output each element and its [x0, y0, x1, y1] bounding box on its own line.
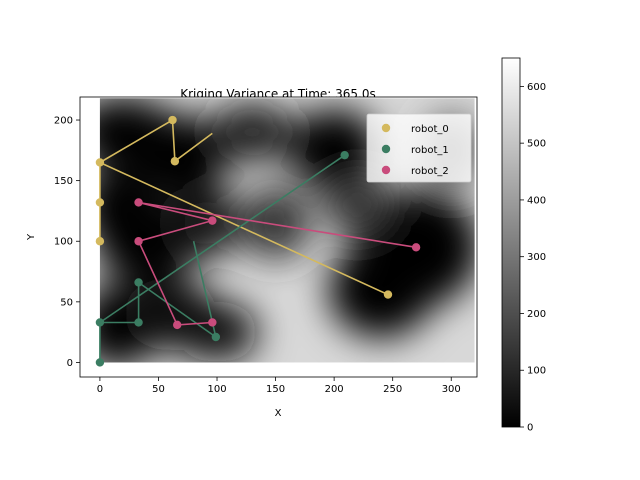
- colorbar-gradient: [501, 57, 521, 428]
- x-tick-label: 300: [442, 384, 461, 395]
- plot-frame: [79, 96, 478, 378]
- robot_0-point: [95, 158, 105, 167]
- robot_1-path: [99, 154, 346, 363]
- legend-label-robot_0: robot_0: [411, 124, 449, 135]
- colorbar-tick-label: 0: [527, 423, 533, 434]
- colorbar-tick-label: 200: [527, 309, 546, 320]
- x-tick-label: 50: [152, 384, 165, 395]
- colorbar: 0 100 200 300 400 500 600: [501, 57, 546, 434]
- robot_0-point: [95, 237, 105, 246]
- robot_1-point: [134, 318, 143, 327]
- x-tick-label: 200: [325, 384, 344, 395]
- robot_0-point: [168, 115, 177, 125]
- robot_1-point: [95, 318, 105, 327]
- y-tick-label: 0: [67, 358, 73, 369]
- robot_2-point: [134, 198, 143, 207]
- x-tick-label: 150: [266, 384, 285, 395]
- robot_0-point: [383, 290, 393, 299]
- robot_2-point: [208, 318, 217, 327]
- y-tick-label: 150: [54, 176, 73, 187]
- legend-label-robot_2: robot_2: [411, 166, 449, 177]
- robot_0-point: [95, 198, 105, 207]
- legend: robot_0 robot_1 robot_2: [366, 113, 472, 183]
- x-axis-label: X: [275, 408, 282, 419]
- robot_0-point: [170, 157, 180, 166]
- colorbar-tick-label: 300: [527, 252, 546, 263]
- plot-area: [79, 96, 478, 378]
- robot_2-point: [208, 216, 217, 225]
- heatmap-blob: [328, 241, 434, 339]
- variance-heatmap: [99, 98, 475, 363]
- colorbar-tick-label: 400: [527, 195, 546, 206]
- colorbar-tick-label: 600: [527, 82, 546, 93]
- robot_2-path: [137, 201, 417, 326]
- y-axis: 0 50 100 150 200: [54, 116, 80, 369]
- robot_1-point: [134, 278, 143, 287]
- robot_1-point: [340, 150, 349, 160]
- y-tick-label: 100: [54, 237, 73, 248]
- legend-marker-robot_1: [381, 144, 391, 154]
- heatmap-blob: [322, 174, 393, 236]
- heatmap-blob: [211, 101, 294, 163]
- legend-marker-robot_2: [381, 165, 391, 175]
- legend-label-robot_1: robot_1: [411, 145, 449, 156]
- x-tick-label: 0: [97, 384, 103, 395]
- robot_2-point: [134, 237, 143, 246]
- colorbar-tick-label: 100: [527, 366, 546, 377]
- heatmap-blob: [240, 186, 311, 260]
- y-tick-label: 50: [60, 297, 73, 308]
- y-tick-label: 200: [54, 116, 73, 127]
- heatmap-blob: [287, 107, 381, 193]
- y-axis-label: Y: [26, 233, 37, 241]
- legend-box: [366, 113, 472, 183]
- robot_2-point: [173, 320, 182, 330]
- robot_2-point: [411, 243, 421, 252]
- x-tick-label: 100: [207, 384, 226, 395]
- heatmap-blob: [176, 301, 259, 363]
- robot_1-point: [211, 332, 221, 342]
- colorbar-tick-label: 500: [527, 139, 546, 150]
- legend-marker-robot_0: [381, 123, 391, 133]
- x-axis: 0 50 100 150 200 250 300: [97, 377, 461, 395]
- robot_1-point: [95, 358, 105, 367]
- x-tick-label: 250: [383, 384, 402, 395]
